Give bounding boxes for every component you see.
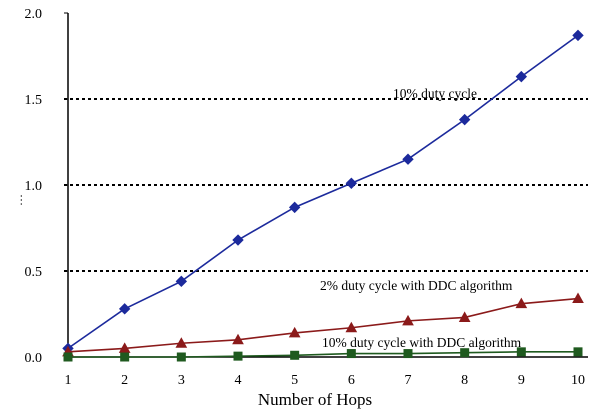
x-tick-label: 8 bbox=[461, 373, 468, 388]
data-point bbox=[176, 352, 186, 362]
data-point bbox=[458, 113, 471, 126]
data-point bbox=[515, 297, 528, 309]
x-tick-label: 5 bbox=[291, 373, 298, 388]
data-point bbox=[175, 275, 188, 288]
data-point bbox=[573, 347, 583, 357]
series-annotation-1: 10% duty cycle bbox=[393, 86, 477, 101]
y-tick-label: 0.5 bbox=[25, 265, 43, 280]
x-tick-label: 10 bbox=[571, 373, 585, 388]
data-point bbox=[233, 351, 243, 361]
series-3 bbox=[63, 347, 583, 362]
y-tick-labels: 0.0 0.5 1.0 1.5 2.0 bbox=[25, 7, 68, 366]
x-tick-label: 3 bbox=[178, 373, 185, 388]
data-point bbox=[118, 342, 131, 353]
data-point bbox=[232, 333, 244, 345]
series-annotation-2: 2% duty cycle with DDC algorithm bbox=[320, 278, 513, 293]
data-point bbox=[346, 349, 356, 359]
data-point bbox=[345, 321, 358, 333]
x-tick-label: 6 bbox=[348, 373, 355, 388]
data-point bbox=[175, 337, 188, 348]
data-point bbox=[402, 314, 414, 326]
series-annotations: 10% duty cycle 2% duty cycle with DDC alg… bbox=[320, 86, 522, 350]
y-tick-label: 1.0 bbox=[25, 179, 43, 194]
data-point bbox=[290, 350, 300, 360]
x-tick-label: 9 bbox=[518, 373, 525, 388]
data-point bbox=[458, 311, 471, 322]
x-tick-label: 7 bbox=[405, 373, 412, 388]
grid-lines bbox=[64, 98, 588, 272]
data-point bbox=[232, 234, 244, 246]
data-point bbox=[120, 352, 130, 362]
series-annotation-3: 10% duty cycle with DDC algorithm bbox=[322, 335, 522, 350]
series-1 bbox=[62, 29, 584, 355]
series-group bbox=[62, 29, 584, 362]
x-tick-labels: 1 2 3 4 5 6 7 8 9 10 bbox=[65, 373, 586, 388]
data-point bbox=[516, 347, 526, 357]
x-tick-label: 2 bbox=[121, 373, 128, 388]
data-point bbox=[402, 153, 414, 165]
data-point bbox=[460, 348, 470, 358]
data-point bbox=[118, 303, 131, 315]
data-point bbox=[345, 177, 358, 189]
data-point bbox=[572, 292, 584, 304]
data-point bbox=[515, 70, 528, 83]
data-point bbox=[403, 349, 413, 359]
series-line bbox=[68, 351, 578, 358]
series-line bbox=[67, 34, 579, 350]
x-tick-label: 4 bbox=[235, 373, 242, 388]
x-tick-label: 1 bbox=[65, 373, 72, 388]
data-point bbox=[572, 29, 584, 42]
y-tick-label: 0.0 bbox=[25, 351, 43, 366]
y-tick-label: 1.5 bbox=[25, 93, 43, 108]
data-point bbox=[63, 352, 73, 362]
data-point bbox=[288, 326, 301, 338]
y-axis-label: … bbox=[11, 194, 25, 206]
y-tick-label: 2.0 bbox=[25, 7, 43, 22]
series-line bbox=[67, 297, 579, 353]
data-point bbox=[288, 201, 301, 214]
x-axis-label: Number of Hops bbox=[258, 390, 372, 409]
